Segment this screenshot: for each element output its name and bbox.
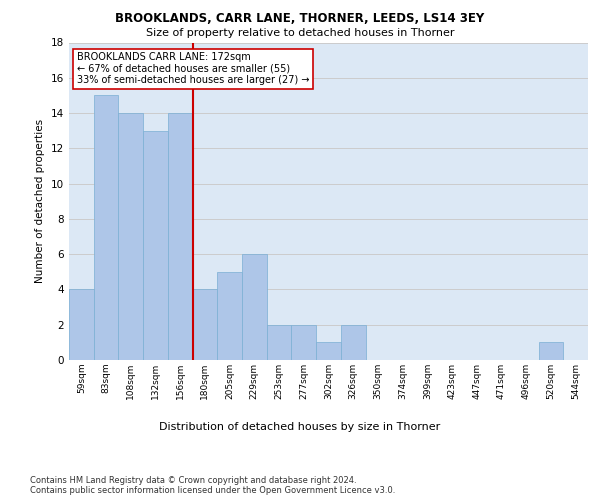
Text: Contains HM Land Registry data © Crown copyright and database right 2024.
Contai: Contains HM Land Registry data © Crown c… xyxy=(30,476,395,495)
Bar xyxy=(143,130,168,360)
Bar xyxy=(341,324,365,360)
Bar xyxy=(118,113,143,360)
Bar xyxy=(193,290,217,360)
Bar xyxy=(242,254,267,360)
Bar xyxy=(292,324,316,360)
Bar xyxy=(217,272,242,360)
Text: BROOKLANDS CARR LANE: 172sqm
← 67% of detached houses are smaller (55)
33% of se: BROOKLANDS CARR LANE: 172sqm ← 67% of de… xyxy=(77,52,309,85)
Bar xyxy=(539,342,563,360)
Bar xyxy=(316,342,341,360)
Bar xyxy=(267,324,292,360)
Bar xyxy=(94,96,118,360)
Bar xyxy=(69,290,94,360)
Text: Size of property relative to detached houses in Thorner: Size of property relative to detached ho… xyxy=(146,28,454,38)
Text: BROOKLANDS, CARR LANE, THORNER, LEEDS, LS14 3EY: BROOKLANDS, CARR LANE, THORNER, LEEDS, L… xyxy=(115,12,485,26)
Bar xyxy=(168,113,193,360)
Text: Distribution of detached houses by size in Thorner: Distribution of detached houses by size … xyxy=(160,422,440,432)
Y-axis label: Number of detached properties: Number of detached properties xyxy=(35,119,46,284)
